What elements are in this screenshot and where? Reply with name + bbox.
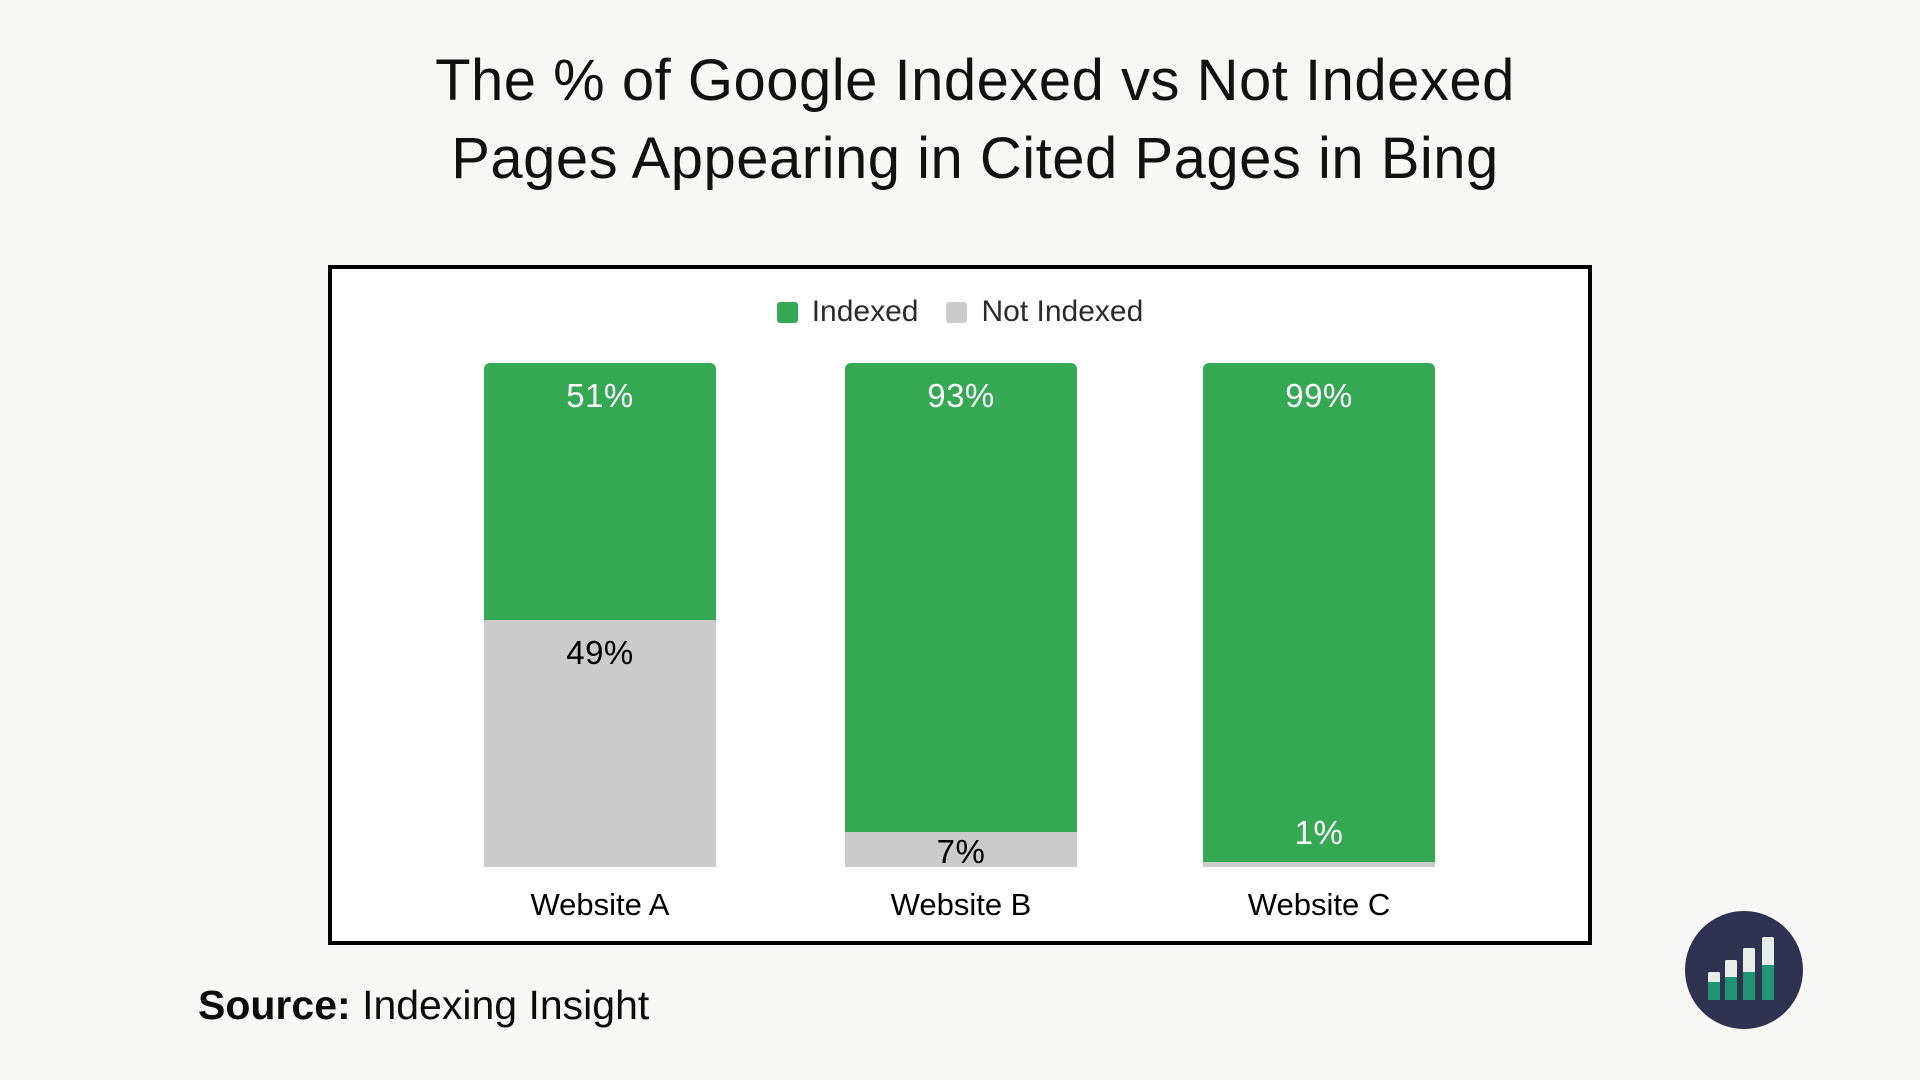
value-label-not-indexed-website-a: 49% xyxy=(566,634,634,671)
category-label-website-b: Website B xyxy=(890,887,1032,922)
source-label: Source: xyxy=(198,982,351,1028)
category-label-website-a: Website A xyxy=(530,887,670,922)
page-title: The % of Google Indexed vs Not Indexed P… xyxy=(0,42,1920,198)
page-title-line1: The % of Google Indexed vs Not Indexed xyxy=(435,48,1515,113)
chart-frame: Indexed Not Indexed 51% 49% Website A 93% 7%… xyxy=(328,265,1592,945)
page-title-line2: Pages Appearing in Cited Pages in Bing xyxy=(451,126,1499,191)
value-label-not-indexed-website-b: 7% xyxy=(936,833,986,867)
legend-item-indexed: Indexed xyxy=(776,295,919,329)
category-label-website-c: Website C xyxy=(1247,887,1391,922)
segment-indexed-website-b xyxy=(845,363,1077,832)
legend-swatch-indexed-icon xyxy=(776,301,798,323)
legend-label-not-indexed: Not Indexed xyxy=(981,295,1144,328)
segment-not-indexed-website-b xyxy=(845,832,1077,867)
bar-column-website-a: 51% 49% Website A xyxy=(484,363,716,922)
segment-indexed-website-a xyxy=(484,363,716,620)
bar-column-website-c: 99% 1% Website C xyxy=(1203,363,1435,922)
bar-column-website-b: 93% 7% Website B xyxy=(845,363,1077,922)
source-value: Indexing Insight xyxy=(362,982,650,1028)
legend-swatch-not-indexed-icon xyxy=(946,301,968,323)
value-label-not-indexed-website-c: 1% xyxy=(1294,814,1344,851)
value-label-indexed-website-a: 51% xyxy=(566,377,634,414)
chart-legend: Indexed Not Indexed xyxy=(332,295,1588,329)
bar-chart-logo xyxy=(1685,911,1803,1029)
bar-stack-website-a: 51% 49% xyxy=(484,363,716,867)
bar-stack-website-b: 93% 7% xyxy=(845,363,1077,867)
logo-bars-icon xyxy=(1708,937,1774,1000)
segment-not-indexed-website-a xyxy=(484,620,716,867)
segment-indexed-website-c xyxy=(1203,363,1435,862)
value-label-indexed-website-b: 93% xyxy=(927,377,995,414)
value-label-indexed-website-c: 99% xyxy=(1285,377,1353,414)
legend-label-indexed: Indexed xyxy=(811,295,919,328)
segment-not-indexed-website-c xyxy=(1203,862,1435,867)
legend-item-not-indexed: Not Indexed xyxy=(946,295,1143,329)
bar-stack-website-c: 99% 1% xyxy=(1203,363,1435,867)
plot-area: 51% 49% Website A 93% 7% Website B 99% 1% Websit… xyxy=(332,363,1588,922)
source-line: Source: Indexing Insight xyxy=(198,982,649,1029)
